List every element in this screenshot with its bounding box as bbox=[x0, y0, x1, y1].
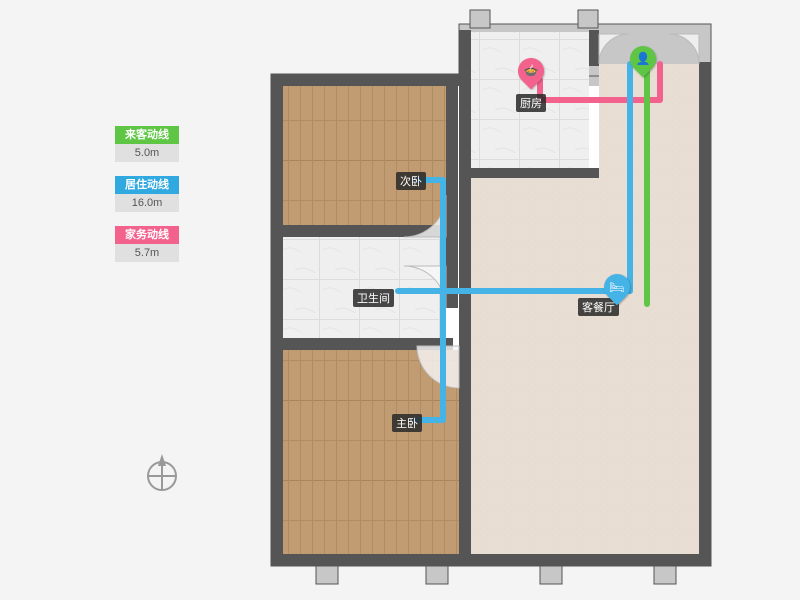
cooking-icon: 🍲 bbox=[524, 64, 539, 78]
marker-living: 🛏 bbox=[604, 274, 630, 308]
marker-kitchen: 🍲 bbox=[518, 58, 544, 92]
bed-icon: 🛏 bbox=[609, 280, 624, 294]
floorplan-canvas: 来客动线 5.0m 居住动线 16.0m 家务动线 5.7m 厨房 次卧 卫生间… bbox=[0, 0, 800, 600]
legend-item-housework: 家务动线 5.7m bbox=[115, 226, 179, 262]
floorplan-svg bbox=[0, 0, 800, 600]
legend-value: 5.0m bbox=[115, 144, 179, 162]
legend-swatch: 来客动线 bbox=[115, 126, 179, 144]
legend-value: 5.7m bbox=[115, 244, 179, 262]
compass-icon bbox=[148, 454, 176, 490]
legend-swatch: 家务动线 bbox=[115, 226, 179, 244]
legend: 来客动线 5.0m 居住动线 16.0m 家务动线 5.7m bbox=[115, 126, 179, 276]
legend-swatch: 居住动线 bbox=[115, 176, 179, 194]
legend-item-guest: 来客动线 5.0m bbox=[115, 126, 179, 162]
legend-value: 16.0m bbox=[115, 194, 179, 212]
marker-entry: 👤 bbox=[630, 46, 656, 80]
label-bathroom: 卫生间 bbox=[353, 289, 394, 307]
person-icon: 👤 bbox=[636, 52, 651, 66]
legend-item-living: 居住动线 16.0m bbox=[115, 176, 179, 212]
label-bedroom1: 主卧 bbox=[392, 414, 422, 432]
label-kitchen: 厨房 bbox=[516, 94, 546, 112]
label-bedroom2: 次卧 bbox=[396, 172, 426, 190]
